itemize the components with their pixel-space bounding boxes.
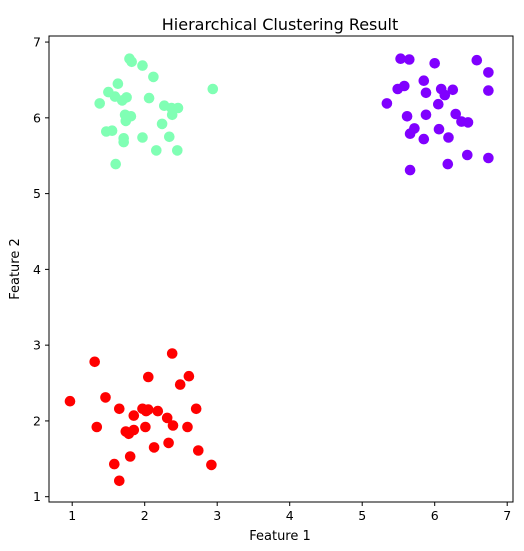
y-tick-label: 6	[33, 110, 41, 125]
data-point	[172, 145, 183, 156]
x-axis-label: Feature 1	[249, 529, 311, 544]
data-point	[483, 152, 494, 164]
y-tick-label: 2	[33, 413, 41, 428]
data-point	[166, 109, 178, 121]
data-point	[418, 75, 430, 86]
data-point	[433, 123, 445, 135]
x-tick-label: 5	[358, 508, 366, 523]
data-point	[182, 421, 193, 433]
y-tick-label: 4	[33, 262, 41, 277]
data-point	[89, 356, 100, 368]
x-tick-label: 7	[503, 508, 511, 523]
data-point	[462, 149, 473, 161]
x-tick-label: 1	[68, 508, 76, 523]
data-point	[420, 87, 432, 99]
data-point	[471, 54, 483, 66]
data-point	[137, 60, 148, 71]
data-point	[164, 131, 175, 143]
data-point	[174, 379, 186, 390]
chart-title: Hierarchical Clustering Result	[162, 15, 399, 34]
data-point	[120, 115, 132, 127]
x-axis: 1 2 3 4 5 6 7	[68, 502, 511, 523]
y-tick-label: 7	[33, 35, 41, 50]
data-point	[143, 371, 154, 383]
data-point	[140, 421, 151, 433]
data-point	[64, 395, 76, 407]
data-point	[109, 458, 120, 470]
data-point	[167, 420, 179, 431]
data-point	[128, 424, 140, 436]
data-point	[128, 410, 140, 421]
data-point	[151, 145, 162, 156]
data-point	[404, 128, 416, 139]
data-point	[190, 403, 202, 415]
data-point	[404, 54, 415, 65]
data-point	[483, 67, 494, 78]
data-point	[439, 89, 451, 101]
x-tick-label: 6	[431, 508, 439, 523]
plot-frame	[48, 35, 514, 503]
data-point	[126, 56, 137, 68]
data-point	[483, 85, 494, 96]
data-point	[442, 158, 454, 170]
y-tick-label: 5	[33, 186, 41, 201]
data-point	[118, 136, 129, 148]
y-axis-label: Feature 2	[8, 238, 23, 300]
data-point	[124, 451, 136, 462]
y-axis: 1 2 3 4 5 6 7	[33, 35, 49, 504]
x-tick-label: 4	[286, 508, 294, 523]
data-point	[100, 392, 111, 403]
data-point	[401, 111, 413, 122]
data-point	[114, 475, 125, 487]
data-point	[392, 83, 404, 95]
data-point	[166, 348, 178, 359]
data-point	[404, 164, 416, 176]
x-tick-label: 3	[213, 508, 221, 523]
data-point	[143, 92, 155, 104]
data-point	[110, 158, 121, 170]
data-point	[462, 117, 474, 128]
data-point	[429, 58, 441, 69]
data-point	[148, 442, 160, 453]
data-point	[207, 83, 219, 95]
data-point	[148, 71, 159, 83]
data-point	[152, 405, 164, 417]
data-point	[163, 437, 174, 449]
data-point	[447, 84, 459, 96]
x-tick-label: 2	[141, 508, 149, 523]
data-point	[143, 404, 154, 415]
data-point	[114, 403, 125, 415]
data-point	[443, 132, 454, 143]
data-point	[156, 118, 168, 130]
points-layer	[64, 53, 494, 487]
data-point	[137, 132, 148, 143]
data-point	[161, 412, 173, 424]
data-point	[94, 98, 105, 109]
data-point	[193, 445, 204, 456]
data-point	[116, 95, 128, 106]
data-point	[183, 370, 195, 382]
data-point	[433, 98, 444, 110]
y-tick-label: 1	[33, 489, 41, 504]
data-point	[206, 459, 217, 471]
data-point	[395, 53, 406, 64]
data-point	[106, 125, 118, 136]
data-point	[420, 109, 432, 121]
data-point	[450, 108, 462, 120]
y-tick-label: 3	[33, 338, 41, 353]
data-point	[381, 98, 393, 109]
data-point	[91, 421, 103, 433]
data-point	[418, 133, 430, 145]
data-point	[112, 78, 124, 89]
